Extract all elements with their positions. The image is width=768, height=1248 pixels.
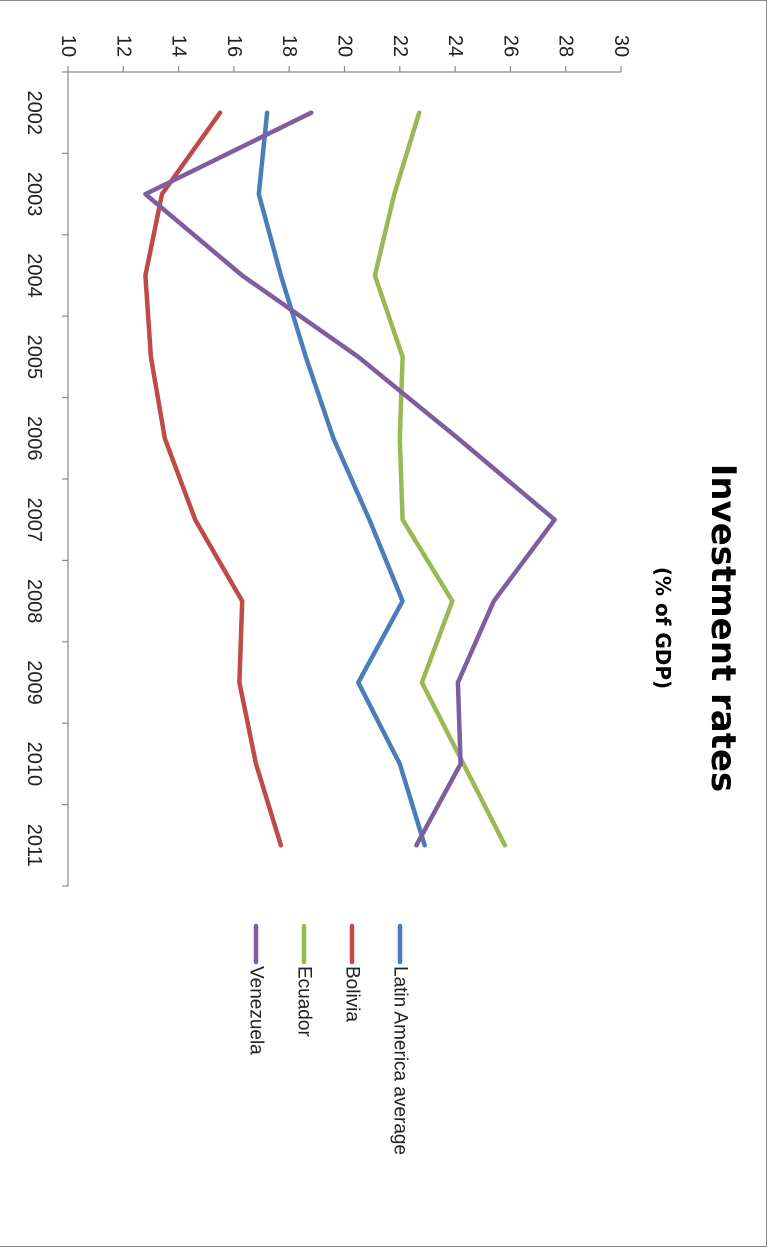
series-line-ecuador <box>372 110 508 848</box>
value-tick-label: 26 <box>499 35 521 57</box>
category-tick-label: 2008 <box>23 579 45 624</box>
value-tick-label: 16 <box>223 35 245 57</box>
chart-title-group: Investment rates <box>703 464 743 793</box>
legend: Latin America average Bolivia Ecuador Venez… <box>246 923 411 1155</box>
category-tick-label: 2003 <box>23 172 45 217</box>
category-tick-label: 2004 <box>23 253 45 298</box>
legend-label: Venezuela <box>246 966 267 1055</box>
series-line-latin-america-average <box>256 110 427 848</box>
value-tick-label: 10 <box>57 35 79 57</box>
value-tick-label: 24 <box>444 35 466 57</box>
plot-area: 10 12 14 16 18 20 22 24 26 28 30 20022003200420052… <box>23 35 632 887</box>
legend-label: Latin America average <box>390 966 411 1155</box>
category-axis-ticks: 2002 2003 2004 2005 2006 2007 2008 2009 2010 2011 <box>23 71 68 887</box>
category-tick-label: 2011 <box>23 824 45 867</box>
value-tick-label: 20 <box>334 35 356 57</box>
value-tick-label: 12 <box>112 35 134 57</box>
value-tick-label: 18 <box>278 35 300 57</box>
category-tick-label: 2005 <box>23 335 45 380</box>
legend-label: Ecuador <box>294 966 315 1037</box>
series-lines <box>143 110 557 848</box>
category-tick-label: 2010 <box>23 742 45 787</box>
chart-subtitle-group: (% of GDP) <box>651 567 675 689</box>
legend-label: Bolivia <box>342 966 363 1022</box>
chart-title: Investment rates <box>703 464 743 793</box>
series-line-bolivia <box>143 110 284 848</box>
value-tick-label: 14 <box>168 35 190 57</box>
chart-subtitle: (% of GDP) <box>651 567 675 689</box>
value-tick-label: 22 <box>389 35 411 57</box>
series-line-venezuela <box>143 110 557 848</box>
category-tick-label: 2007 <box>23 497 45 542</box>
value-tick-label: 28 <box>555 35 577 57</box>
category-tick-label: 2006 <box>23 416 45 461</box>
value-axis-ticks: 10 12 14 16 18 20 22 24 26 28 30 <box>57 35 632 72</box>
category-tick-label: 2009 <box>23 660 45 705</box>
value-tick-label: 30 <box>610 35 632 57</box>
category-tick-label: 2002 <box>23 90 45 135</box>
